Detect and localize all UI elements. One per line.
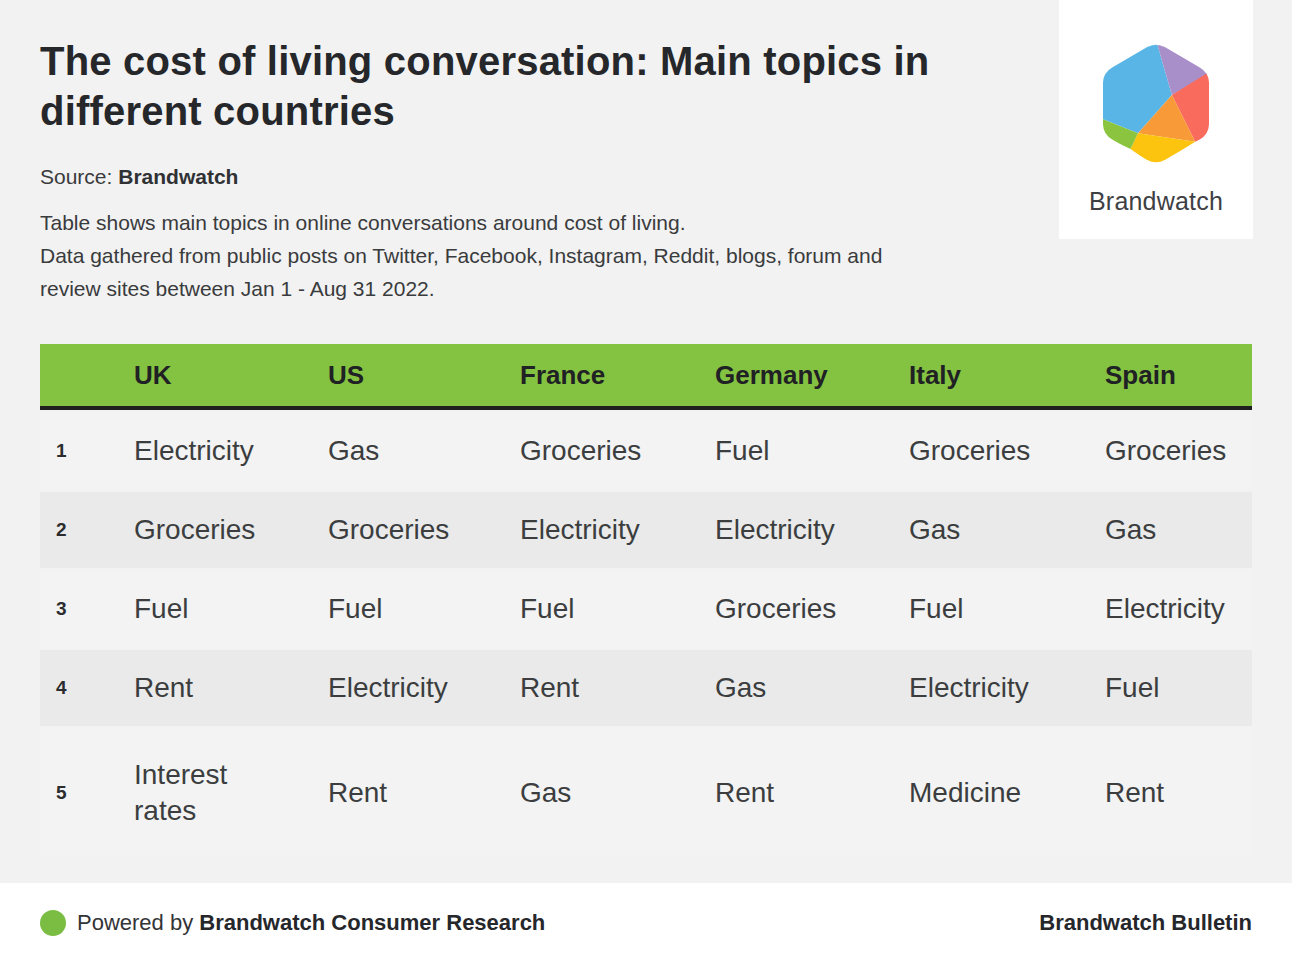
topic-cell: Rent — [520, 670, 715, 706]
topic-cell: Fuel — [328, 591, 520, 627]
topic-cell: Rent — [134, 670, 328, 706]
table-row-3: 3 Fuel Fuel Fuel Groceries Fuel Electric… — [40, 571, 1252, 647]
table-row-2: 2 Groceries Groceries Electricity Electr… — [40, 492, 1252, 568]
topic-cell: Fuel — [715, 433, 909, 469]
column-header-germany: Germany — [715, 360, 909, 391]
topic-cell: Electricity — [328, 670, 520, 706]
topic-cell: Gas — [520, 775, 715, 811]
powered-by-prefix: Powered by — [77, 910, 193, 935]
topic-cell: Interest rates — [134, 757, 328, 829]
topic-cell: Groceries — [1105, 433, 1252, 469]
topic-cell: Gas — [715, 670, 909, 706]
rank-cell: 5 — [40, 775, 134, 811]
topic-cell: Groceries — [909, 433, 1105, 469]
topic-cell: Groceries — [520, 433, 715, 469]
topic-cell: Gas — [328, 433, 520, 469]
description-line2: Data gathered from public posts on Twitt… — [40, 239, 882, 272]
brandwatch-bulletin-label: Brandwatch Bulletin — [1039, 910, 1252, 936]
topic-cell: Fuel — [520, 591, 715, 627]
topic-cell: Groceries — [328, 512, 520, 548]
footer-bar: Powered by Brandwatch Consumer Research … — [0, 883, 1292, 962]
page-title-line2: different countries — [40, 86, 930, 136]
rank-cell: 4 — [40, 670, 134, 706]
topic-cell: Fuel — [1105, 670, 1252, 706]
table-row-4: 4 Rent Electricity Rent Gas Electricity … — [40, 650, 1252, 726]
powered-by: Powered by Brandwatch Consumer Research — [40, 910, 545, 936]
green-dot-icon — [40, 910, 66, 936]
brandwatch-logo-card: Brandwatch — [1059, 0, 1253, 239]
table-row-5: 5 Interest rates Rent Gas Rent Medicine … — [40, 729, 1252, 857]
topic-cell: Rent — [715, 775, 909, 811]
topic-cell: Electricity — [520, 512, 715, 548]
topic-cell: Groceries — [715, 591, 909, 627]
rank-cell: 3 — [40, 591, 134, 627]
topics-table: UK US France Germany Italy Spain 1 Elect… — [40, 344, 1252, 857]
topic-cell: Medicine — [909, 775, 1105, 811]
column-header-italy: Italy — [909, 360, 1105, 391]
topic-cell: Groceries — [134, 512, 328, 548]
source-value: Brandwatch — [118, 165, 238, 188]
topic-cell: Electricity — [909, 670, 1105, 706]
topic-cell: Rent — [1105, 775, 1252, 811]
table-row-1: 1 Electricity Gas Groceries Fuel Groceri… — [40, 413, 1252, 489]
column-header-france: France — [520, 360, 715, 391]
source-line: Source: Brandwatch — [40, 165, 238, 189]
powered-by-text: Powered by Brandwatch Consumer Research — [77, 910, 545, 936]
powered-by-brand: Brandwatch Consumer Research — [199, 910, 545, 935]
topic-cell: Electricity — [1105, 591, 1252, 627]
table-header-row: UK US France Germany Italy Spain — [40, 344, 1252, 410]
description: Table shows main topics in online conver… — [40, 206, 882, 305]
topic-cell: Gas — [909, 512, 1105, 548]
source-label: Source: — [40, 165, 112, 188]
topic-cell: Fuel — [909, 591, 1105, 627]
page-title: The cost of living conversation: Main to… — [40, 36, 930, 136]
brandwatch-hexagon-icon — [1101, 42, 1211, 165]
column-header-us: US — [328, 360, 520, 391]
topic-cell: Electricity — [134, 433, 328, 469]
topic-cell: Electricity — [715, 512, 909, 548]
column-header-uk: UK — [134, 360, 328, 391]
topic-cell: Fuel — [134, 591, 328, 627]
rank-cell: 2 — [40, 512, 134, 548]
column-header-spain: Spain — [1105, 360, 1252, 391]
rank-cell: 1 — [40, 433, 134, 469]
brandwatch-wordmark: Brandwatch — [1089, 187, 1223, 216]
description-line1: Table shows main topics in online conver… — [40, 206, 882, 239]
topic-cell: Gas — [1105, 512, 1252, 548]
page-title-line1: The cost of living conversation: Main to… — [40, 36, 930, 86]
description-line3: review sites between Jan 1 - Aug 31 2022… — [40, 272, 882, 305]
topic-cell: Rent — [328, 775, 520, 811]
